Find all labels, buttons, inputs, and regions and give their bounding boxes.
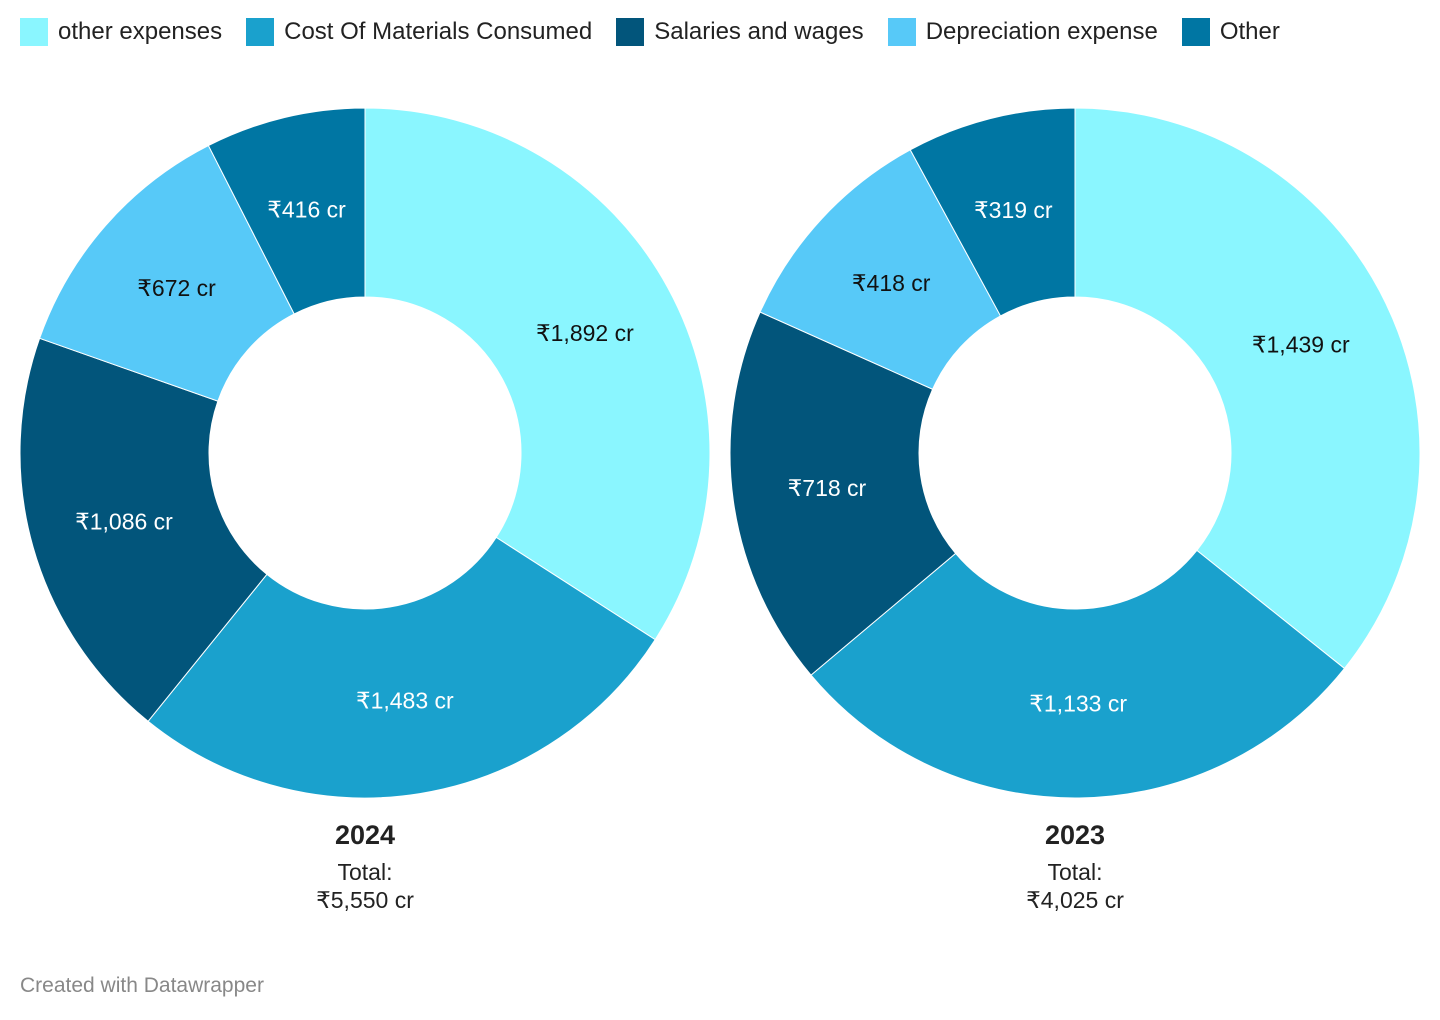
legend-label: Cost Of Materials Consumed (284, 18, 593, 45)
legend-swatch (887, 18, 916, 46)
total-label: Total: (338, 859, 393, 885)
legend-swatch (616, 18, 645, 46)
legend: other expenses Cost Of Materials Consumed… (20, 18, 1304, 46)
legend-item: Other (1181, 18, 1280, 46)
legend-item: Depreciation expense (887, 18, 1158, 46)
donut-chart-2024: ₹1,892 cr ₹1,483 cr ₹1,086 cr ₹672 cr ₹416 c… (19, 107, 711, 913)
chart-title: 2023 (1045, 820, 1105, 850)
donut-slice (38, 144, 295, 402)
legend-swatch (246, 18, 275, 46)
slice-label: ₹1,483 cr (356, 687, 454, 713)
total-value: ₹4,025 cr (1026, 887, 1124, 913)
legend-swatch (20, 18, 48, 46)
legend-label: Depreciation expense (925, 18, 1158, 45)
slice-label: ₹1,439 cr (1252, 331, 1350, 357)
legend-swatch (1181, 18, 1210, 46)
slice-label: ₹1,086 cr (75, 508, 173, 534)
donut-slice (759, 149, 1002, 390)
slice-label: ₹1,133 cr (1029, 690, 1127, 716)
slice-label: ₹1,892 cr (536, 320, 634, 346)
donut-slice (729, 311, 957, 676)
donut-slice (147, 536, 656, 799)
legend-label: other expenses (58, 18, 223, 45)
total-label: Total: (1048, 859, 1103, 885)
donut-chart-2023: ₹1,439 cr ₹1,133 cr ₹718 cr ₹418 cr ₹319 cr 2… (729, 107, 1421, 913)
slice-label: ₹418 cr (852, 270, 931, 296)
slice-label: ₹319 cr (974, 197, 1053, 223)
donut-slice (909, 107, 1076, 317)
donut-slice (207, 107, 366, 315)
slice-label: ₹416 cr (267, 196, 346, 222)
footer-credit: Created with Datawrapper (20, 974, 264, 997)
chart-title: 2024 (335, 820, 395, 850)
legend-item: Cost Of Materials Consumed (246, 18, 592, 46)
slice-label: ₹718 cr (788, 475, 867, 501)
slice-label: ₹672 cr (137, 275, 216, 301)
legend-item: other expenses (20, 18, 222, 46)
donut-slice (364, 107, 711, 641)
donut-slice (1074, 107, 1421, 670)
legend-label: Other (1219, 18, 1280, 45)
total-value: ₹5,550 cr (316, 887, 414, 913)
donut-slice (19, 337, 268, 722)
legend-item: Salaries and wages (616, 18, 864, 46)
donut-slice (810, 549, 1346, 799)
legend-label: Salaries and wages (654, 18, 864, 45)
